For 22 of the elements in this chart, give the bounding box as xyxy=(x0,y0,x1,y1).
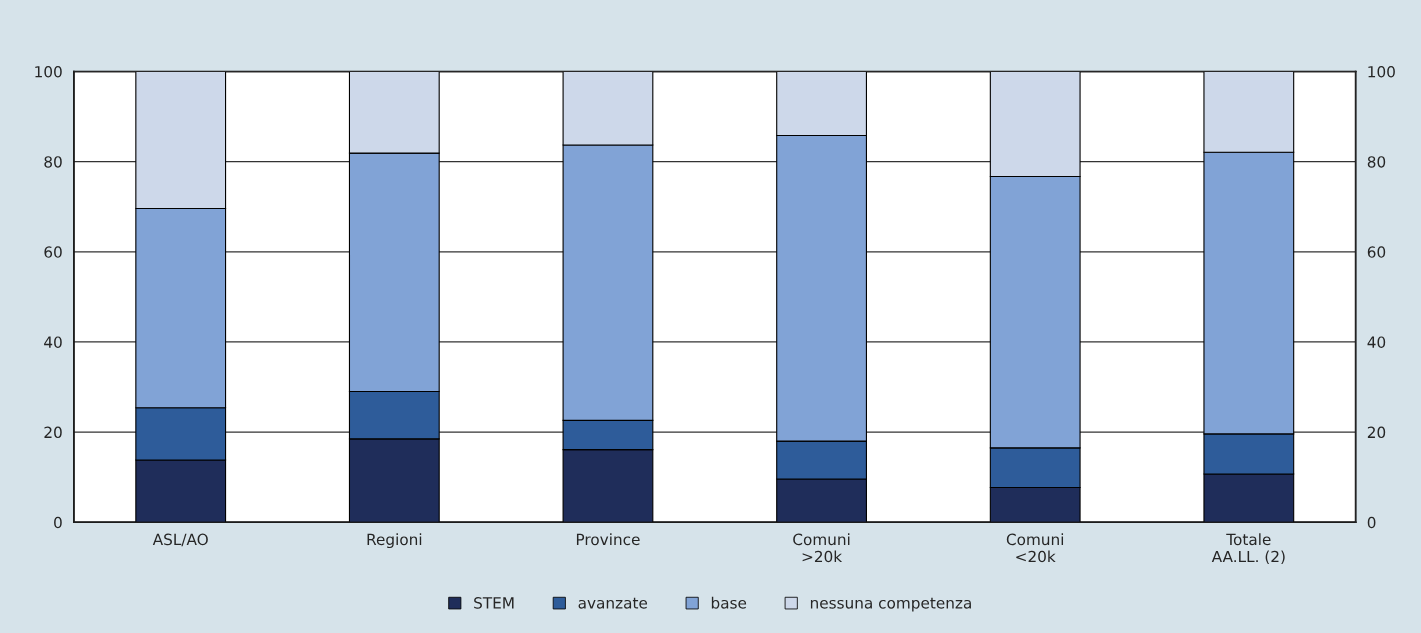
y-tick-label: 20 xyxy=(44,426,62,439)
y-tick-label: 80 xyxy=(44,156,62,168)
x-tick-label: ASL/AO xyxy=(152,533,208,547)
y-tick-label: 40 xyxy=(44,336,62,348)
legend-label: nessuna competenza xyxy=(810,597,971,612)
legend-label: STEM xyxy=(474,597,514,609)
y-tick-label: 60 xyxy=(44,246,62,258)
y2-tick-label: 60 xyxy=(1367,246,1386,258)
legend-label: avanzate xyxy=(578,597,648,609)
x-tick-label: Regioni xyxy=(367,533,422,549)
y2-tick-label: 20 xyxy=(1367,426,1386,439)
legend-label: base xyxy=(711,596,747,609)
y2-tick-label: 40 xyxy=(1367,336,1386,348)
x-tick-label: Comuni >20k xyxy=(793,533,850,563)
x-tick-label: Comuni <20k xyxy=(1006,533,1064,563)
y-tick-label: 100 xyxy=(35,65,62,78)
x-tick-label: Totale AA.LL. (2) xyxy=(1211,533,1285,565)
y2-tick-label: 0 xyxy=(1367,516,1376,529)
x-tick-label: Province xyxy=(576,533,640,546)
y2-tick-label: 80 xyxy=(1367,156,1386,168)
y2-tick-label: 100 xyxy=(1368,65,1395,78)
y-tick-label: 0 xyxy=(54,516,62,529)
